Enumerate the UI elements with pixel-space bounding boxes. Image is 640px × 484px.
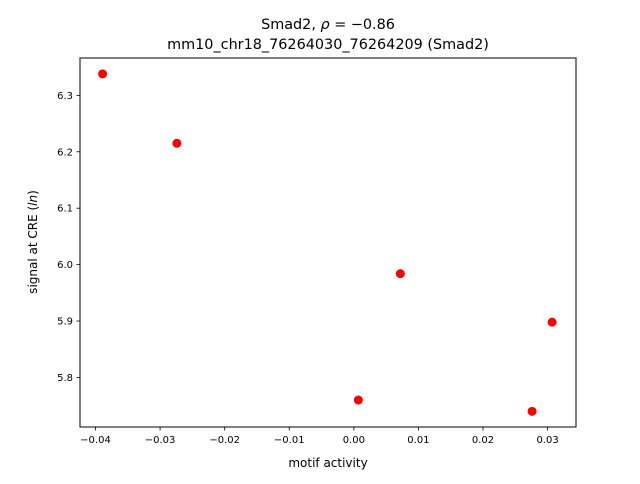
scatter-points [98,69,557,416]
x-tick-label: −0.02 [209,435,240,446]
x-tick-label: 0.02 [472,435,494,446]
y-tick-label: 5.8 [57,373,73,384]
x-tick-label: 0.03 [536,435,558,446]
x-axis-label: motif activity [288,456,367,470]
y-tick-label: 5.9 [57,317,73,328]
x-tick-label: −0.01 [274,435,305,446]
y-axis-ticks: 5.8 5.9 6.0 6.1 6.2 6.3 [57,91,80,384]
data-point [98,69,108,79]
data-point [395,269,405,279]
y-tick-label: 6.3 [57,91,73,102]
plot-frame [79,57,577,428]
data-point [172,138,182,148]
x-tick-label: 0.00 [343,435,365,446]
chart-title-line1: Smad2, ρ = −0.86 [261,17,395,33]
data-point [547,317,557,327]
data-point [353,395,363,405]
y-tick-label: 6.1 [57,204,73,215]
y-tick-label: 6.0 [57,260,73,271]
x-axis-ticks: −0.04 −0.03 −0.02 −0.01 0.00 0.01 0.02 0.03 [80,427,559,446]
x-tick-label: 0.01 [407,435,429,446]
chart-title-line2: mm10_chr18_76264030_76264209 (Smad2) [167,37,489,53]
y-tick-label: 6.2 [57,147,73,158]
x-tick-label: −0.04 [80,435,111,446]
data-point [527,406,537,416]
y-axis-label: signal at CRE (ln) [26,190,40,294]
x-tick-label: −0.03 [145,435,176,446]
